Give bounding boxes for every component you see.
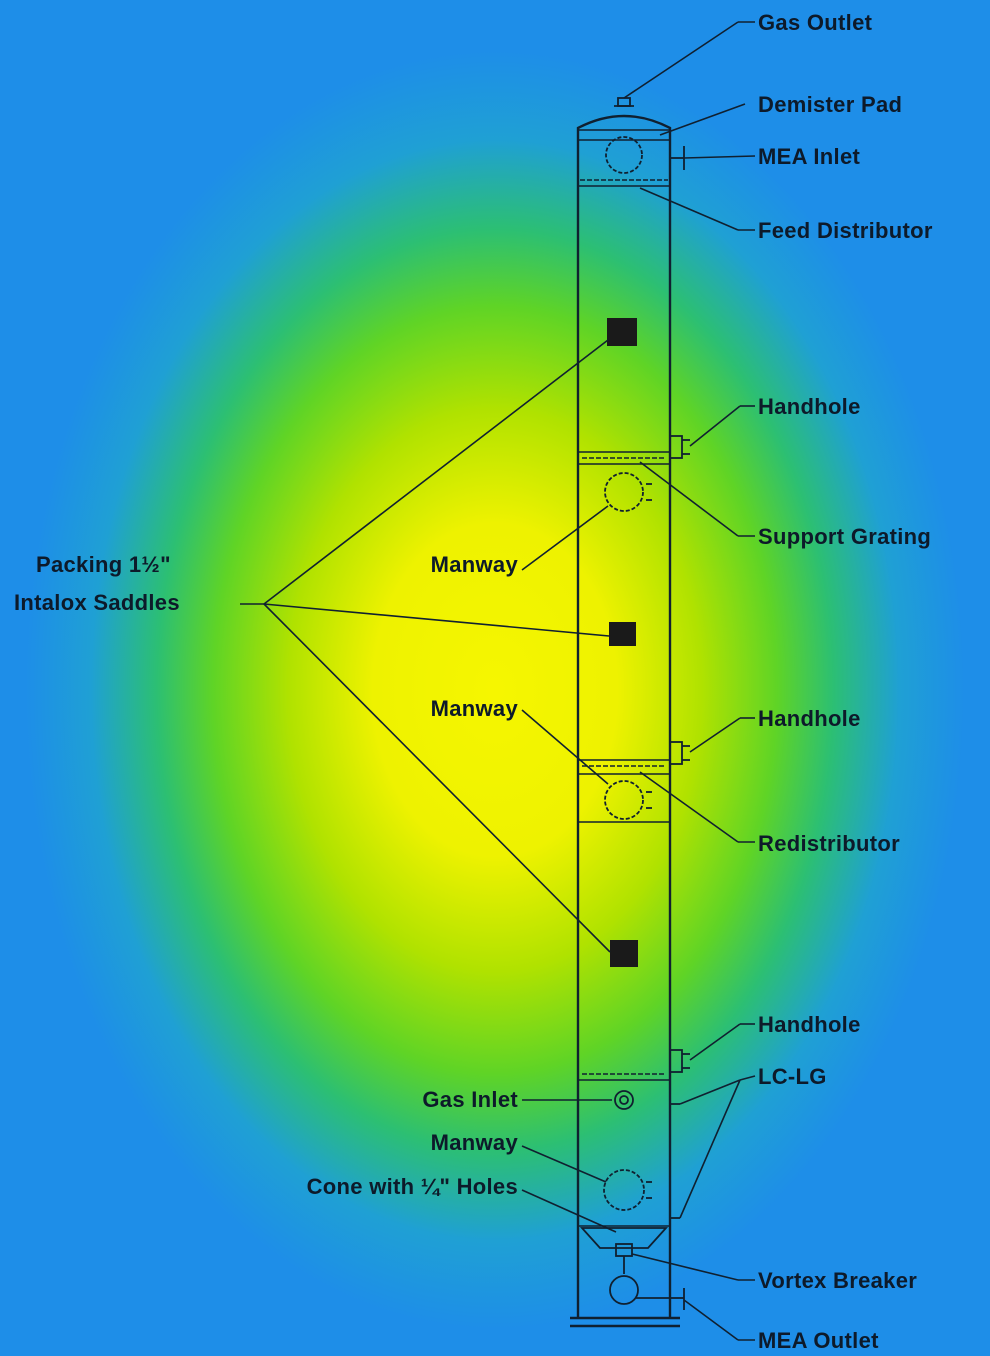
packing-block-3	[610, 940, 638, 967]
manway-3	[603, 1169, 652, 1211]
leader-lines	[240, 21, 756, 1341]
label-manway-2: Manway	[431, 696, 519, 721]
label-vortex-breaker: Vortex Breaker	[758, 1268, 917, 1293]
label-support-grating: Support Grating	[758, 524, 931, 549]
label-manway-3: Manway	[431, 1130, 519, 1155]
label-packing-line1: Packing 1½"	[36, 552, 171, 577]
label-mea-inlet: MEA Inlet	[758, 144, 860, 169]
cone-with-holes	[578, 1225, 670, 1249]
vortex-breaker	[615, 1243, 633, 1257]
mea-outlet-nozzle	[609, 1256, 685, 1310]
lower-support-grating	[578, 1073, 670, 1081]
packing-block-1	[607, 318, 637, 346]
handhole-3	[669, 1049, 690, 1073]
manway-1	[604, 472, 652, 512]
manway-2	[604, 780, 652, 820]
label-gas-inlet: Gas Inlet	[422, 1087, 518, 1112]
label-handhole-2: Handhole	[758, 706, 861, 731]
label-feed-distributor: Feed Distributor	[758, 218, 933, 243]
gas-inlet-nozzle	[614, 1090, 634, 1110]
handhole-2	[669, 741, 690, 765]
mea-inlet-nozzle	[605, 136, 685, 174]
handhole-1	[669, 435, 690, 459]
redistributor	[578, 759, 670, 823]
label-handhole-1: Handhole	[758, 394, 861, 419]
label-packing-line2: Intalox Saddles	[14, 590, 180, 615]
label-gas-outlet: Gas Outlet	[758, 10, 873, 35]
packing-block-2	[609, 622, 636, 646]
lc-lg-nozzles	[670, 1103, 680, 1219]
support-grating	[578, 451, 670, 465]
label-manway-1: Manway	[431, 552, 519, 577]
label-lc-lg: LC-LG	[758, 1064, 827, 1089]
label-redistributor: Redistributor	[758, 831, 900, 856]
label-demister-pad: Demister Pad	[758, 92, 902, 117]
label-cone: Cone with ¼" Holes	[307, 1174, 518, 1199]
feed-distributor	[578, 179, 670, 187]
column-shell	[570, 97, 680, 1328]
label-mea-outlet: MEA Outlet	[758, 1328, 879, 1353]
label-handhole-3: Handhole	[758, 1012, 861, 1037]
